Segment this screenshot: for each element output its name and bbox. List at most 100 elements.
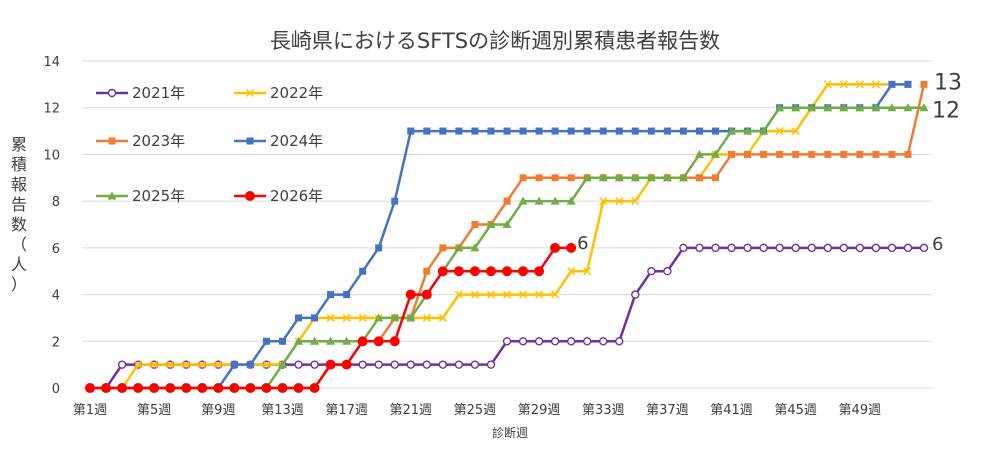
point-2022-32 bbox=[583, 267, 592, 276]
point-2022-9 bbox=[214, 360, 223, 369]
point-2025-49 bbox=[855, 103, 865, 112]
point-2022-7 bbox=[182, 360, 191, 369]
point-2025-26 bbox=[486, 220, 496, 228]
point-2022-16 bbox=[326, 313, 335, 322]
point-2022-49 bbox=[855, 80, 864, 89]
x-tick-13: 第13週 bbox=[261, 403, 304, 418]
x-tick-45: 第45週 bbox=[774, 403, 817, 418]
point-2025-20 bbox=[390, 313, 400, 322]
point-2023-28 bbox=[519, 174, 527, 182]
y-axis-label-text: 累積報告数（人） bbox=[11, 135, 27, 294]
legend-label-2024: 2024年 bbox=[270, 132, 323, 150]
point-2026-22 bbox=[421, 289, 432, 300]
point-2023-49 bbox=[856, 150, 864, 158]
x-tick-25: 第25週 bbox=[454, 403, 497, 418]
series-2024 bbox=[86, 80, 912, 392]
point-2026-5 bbox=[149, 383, 160, 393]
legend-label-2021: 2021年 bbox=[132, 84, 185, 102]
point-2025-19 bbox=[374, 313, 384, 322]
y-axis-label-char: 告 bbox=[11, 195, 27, 214]
point-2022-45 bbox=[791, 127, 800, 136]
point-2025-14 bbox=[294, 336, 304, 345]
point-2023-27 bbox=[503, 197, 511, 205]
point-2023-23 bbox=[439, 244, 447, 252]
point-2022-24 bbox=[454, 290, 463, 299]
point-2021-41 bbox=[727, 243, 736, 253]
legend-marker-2025 bbox=[107, 191, 117, 200]
end-labels: 13 12 6 6 bbox=[577, 70, 962, 255]
point-2026-10 bbox=[229, 383, 240, 393]
point-2024-31 bbox=[567, 127, 575, 135]
point-2021-18 bbox=[358, 360, 367, 369]
point-2025-45 bbox=[791, 103, 801, 112]
y-tick-12: 12 bbox=[43, 102, 60, 117]
point-2024-40 bbox=[711, 127, 719, 135]
legend-marker-2024 bbox=[246, 137, 254, 145]
point-2021-3 bbox=[117, 360, 127, 369]
x-axis-ticks: 第1週 第5週 第9週 第13週 第17週 第21週 第25週 第29週 第33週 第37週 第41… bbox=[73, 403, 881, 418]
point-2025-50 bbox=[871, 103, 881, 112]
point-2023-31 bbox=[567, 174, 575, 182]
point-2023-51 bbox=[888, 150, 896, 158]
point-2025-31 bbox=[566, 196, 576, 205]
point-2023-42 bbox=[744, 150, 752, 158]
end-label-2025: 12 bbox=[932, 99, 960, 124]
point-2021-53 bbox=[919, 243, 929, 253]
point-2026-11 bbox=[245, 383, 256, 393]
y-axis-label-char: 積 bbox=[11, 155, 27, 174]
point-2022-8 bbox=[198, 360, 207, 369]
legend-item-2021: 2021年 bbox=[96, 84, 185, 102]
point-2022-17 bbox=[342, 313, 351, 322]
x-tick-21: 第21週 bbox=[390, 403, 433, 418]
point-2026-15 bbox=[309, 383, 320, 393]
point-2026-31 bbox=[566, 242, 577, 253]
point-2021-22 bbox=[422, 360, 432, 369]
point-2024-38 bbox=[679, 127, 687, 135]
point-2021-49 bbox=[855, 243, 865, 253]
point-2026-20 bbox=[389, 336, 400, 347]
point-2024-20 bbox=[391, 197, 399, 205]
point-2022-33 bbox=[599, 197, 608, 206]
point-2021-31 bbox=[566, 337, 576, 346]
point-2022-22 bbox=[422, 313, 431, 322]
end-label-2021: 6 bbox=[932, 234, 943, 255]
x-axis-label: 診断週 bbox=[492, 425, 528, 440]
point-2022-23 bbox=[438, 313, 447, 322]
legend-marker-2023 bbox=[108, 137, 116, 145]
point-2021-37 bbox=[663, 267, 672, 276]
legend-marker-2026 bbox=[245, 191, 255, 201]
point-2026-16 bbox=[325, 359, 336, 370]
point-2021-14 bbox=[294, 360, 303, 369]
point-2022-34 bbox=[615, 197, 624, 206]
point-2022-4 bbox=[134, 360, 143, 369]
point-2021-19 bbox=[374, 360, 383, 369]
point-2026-17 bbox=[341, 359, 352, 370]
point-2024-35 bbox=[631, 127, 639, 135]
point-2023-44 bbox=[776, 150, 784, 158]
point-2023-39 bbox=[695, 174, 703, 182]
y-axis-label: 累積報告数（人） bbox=[11, 135, 27, 294]
point-2025-33 bbox=[598, 173, 608, 182]
x-tick-29: 第29週 bbox=[518, 403, 561, 418]
series-2026 bbox=[85, 242, 577, 393]
point-2026-2 bbox=[101, 383, 112, 393]
point-2022-25 bbox=[470, 290, 479, 299]
point-2022-29 bbox=[535, 290, 544, 299]
point-2026-27 bbox=[502, 266, 512, 277]
point-2022-12 bbox=[262, 360, 271, 369]
point-2021-48 bbox=[839, 243, 848, 253]
point-2023-53 bbox=[920, 80, 928, 88]
point-2026-21 bbox=[405, 289, 416, 300]
y-axis-label-char: 累 bbox=[11, 135, 27, 154]
point-2025-51 bbox=[887, 103, 897, 112]
point-2023-46 bbox=[808, 150, 816, 158]
point-2024-30 bbox=[551, 127, 559, 135]
point-2021-42 bbox=[743, 243, 752, 253]
point-2024-12 bbox=[262, 337, 270, 345]
end-label-2023: 13 bbox=[934, 70, 962, 95]
point-2026-28 bbox=[518, 266, 529, 277]
point-2025-41 bbox=[727, 126, 737, 135]
point-2021-38 bbox=[679, 243, 688, 253]
point-2021-50 bbox=[871, 243, 881, 253]
